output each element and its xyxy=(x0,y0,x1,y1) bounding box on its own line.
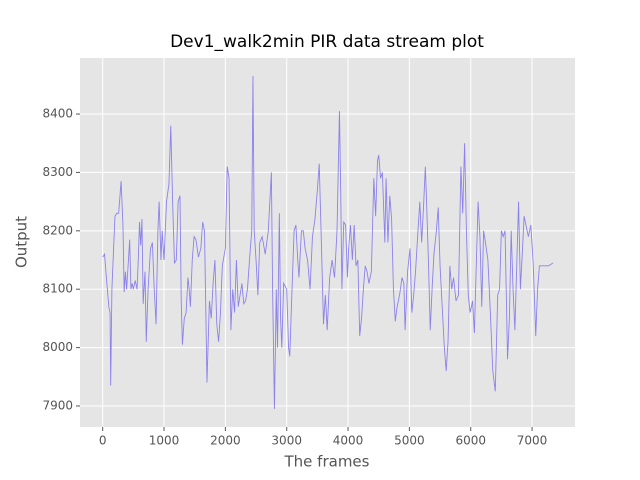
x-tick-label: 6000 xyxy=(455,434,486,448)
y-tick-label: 8400 xyxy=(42,107,73,121)
x-tick-label: 2000 xyxy=(210,434,241,448)
y-tick-label: 8200 xyxy=(42,223,73,237)
x-tick-label: 0 xyxy=(99,434,107,448)
y-axis-label: Output xyxy=(13,216,31,268)
x-tick-label: 4000 xyxy=(333,434,364,448)
x-tick-label: 1000 xyxy=(149,434,180,448)
data-line xyxy=(102,76,554,409)
y-tick-label: 8100 xyxy=(42,282,73,296)
chart-title: Dev1_walk2min PIR data stream plot xyxy=(170,32,484,52)
y-tick-label: 8300 xyxy=(42,165,73,179)
x-tick-label: 3000 xyxy=(271,434,302,448)
x-axis-label: The frames xyxy=(284,453,370,471)
y-tick-label: 8000 xyxy=(42,340,73,354)
x-tick-label: 5000 xyxy=(394,434,425,448)
x-tick-label: 7000 xyxy=(517,434,548,448)
y-tick-label: 7900 xyxy=(42,398,73,412)
